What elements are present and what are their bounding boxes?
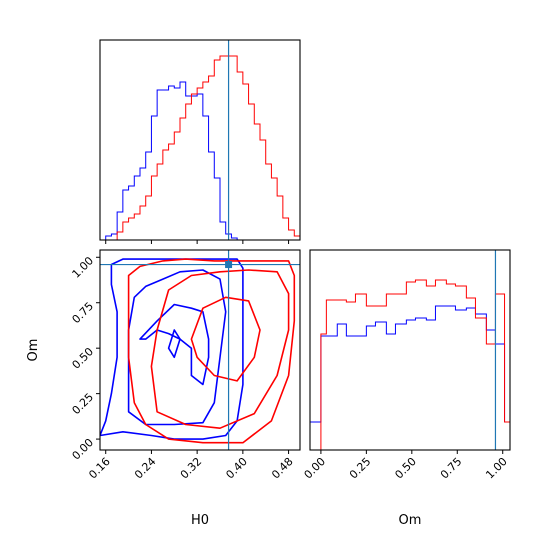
- y-axis-label-om: Om: [26, 339, 41, 362]
- hist-om-series-blue: [310, 305, 510, 423]
- truth-marker: [225, 261, 233, 269]
- contour-red-level-2: [190, 296, 261, 382]
- contour-blue-level-3: [167, 329, 181, 359]
- joint-xtick-label: 0.40: [223, 455, 250, 482]
- joint-ytick-label: 0.50: [70, 345, 97, 372]
- hist-om-frame: [309, 249, 511, 451]
- contour-blue-level-1: [127, 269, 227, 426]
- hist-om-xtick-label: 0.50: [392, 455, 419, 482]
- contour-group: [100, 258, 296, 444]
- joint-frame: [99, 249, 301, 451]
- hist-h0-panel: [99, 39, 301, 244]
- joint-ytick-label: 1.00: [70, 254, 97, 281]
- joint-xtick-label: 0.48: [269, 455, 296, 482]
- hist-om-xtick-label: 1.00: [483, 455, 510, 482]
- x-axis-label-om: Om: [399, 513, 422, 528]
- joint-xtick-label: 0.24: [132, 455, 159, 482]
- joint-xtick-label: 0.16: [86, 455, 113, 482]
- joint-ytick-label: 0.75: [70, 300, 97, 327]
- hist-om-panel: 0.00 0.25 0.50 0.75 1.00: [302, 249, 511, 482]
- joint-ytick-label: 0.00: [70, 436, 97, 463]
- hist-h0-series-blue: [100, 81, 300, 241]
- joint-ytick-label: 0.25: [70, 391, 97, 418]
- hist-h0-frame: [99, 39, 301, 241]
- joint-xtick-label: 0.32: [178, 455, 205, 482]
- contour-blue-level-2: [139, 303, 210, 386]
- hist-om-xtick-label: 0.25: [347, 455, 374, 482]
- contour-red-level-1: [150, 269, 290, 430]
- x-axis-label-h0: H0: [191, 513, 209, 528]
- joint-contour-panel: 0.16 0.24 0.32 0.40 0.48 0.00 0.25 0.50 0.75 1.00: [70, 249, 301, 482]
- hist-om-xtick-label: 0.75: [438, 455, 465, 482]
- hist-om-xtick-label: 0.00: [302, 455, 329, 482]
- contour-blue-level-0: [100, 258, 244, 440]
- hist-h0-series-red: [100, 55, 300, 241]
- hist-om-series-red: [310, 279, 510, 451]
